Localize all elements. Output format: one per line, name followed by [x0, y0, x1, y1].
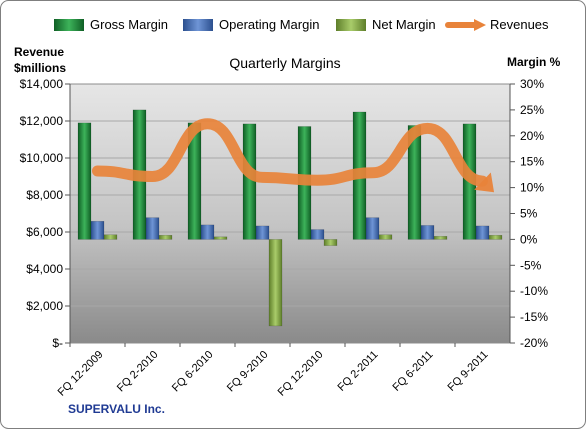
bar-net-margin	[433, 236, 448, 240]
left-tick-label: $10,000	[20, 151, 64, 165]
right-tick-label: 30%	[520, 77, 544, 91]
bar-net-margin	[158, 235, 173, 240]
bar-net-margin	[103, 234, 118, 240]
legend-label-gross-margin: Gross Margin	[90, 17, 168, 32]
left-tick-label: $14,000	[20, 77, 64, 91]
left-axis-title-line1: Revenue	[14, 45, 64, 59]
chart-title: Quarterly Margins	[229, 55, 340, 71]
right-tick-label: 15%	[520, 155, 544, 169]
bar-operating-margin	[310, 229, 325, 240]
bar-net-margin	[488, 235, 503, 240]
legend-item-gross-margin: Gross Margin	[54, 17, 168, 32]
bar-operating-margin	[145, 217, 160, 240]
right-tick-label: 5%	[520, 207, 538, 221]
right-tick-label: -20%	[520, 336, 548, 350]
bar-operating-margin	[420, 225, 435, 240]
bar-net-margin	[213, 236, 228, 240]
bar-gross-margin	[242, 123, 257, 240]
left-tick-label: $12,000	[20, 114, 64, 128]
legend-item-revenues: Revenues	[445, 17, 549, 32]
right-axis-title: Margin %	[507, 55, 561, 69]
legend-swatch-gross-margin	[54, 19, 84, 31]
revenues-arrow-head	[474, 172, 495, 193]
left-tick-label: $2,000	[26, 299, 63, 313]
right-tick-label: -15%	[520, 310, 548, 324]
bar-operating-margin	[255, 225, 270, 240]
legend-item-net-margin: Net Margin	[336, 17, 436, 32]
bar-net-margin	[268, 239, 283, 327]
bars	[77, 109, 503, 327]
bar-net-margin	[378, 234, 393, 240]
right-tick-label: 10%	[520, 181, 544, 195]
bar-gross-margin	[407, 125, 422, 240]
right-tick-label: -10%	[520, 284, 548, 298]
right-axis: -20% -15% -10% -5% 0% 5% 10% 15% 20% 25% 30%	[509, 77, 548, 350]
legend-label-net-margin: Net Margin	[372, 17, 436, 32]
legend-swatch-operating-margin	[183, 19, 213, 31]
revenues-line	[92, 118, 495, 193]
right-tick-label: -5%	[520, 258, 542, 272]
bar-gross-margin	[77, 122, 92, 240]
legend-label-operating-margin: Operating Margin	[219, 17, 319, 32]
legend-swatch-net-margin	[336, 19, 366, 31]
left-tick-label: $-	[52, 336, 63, 350]
left-axis: $- $2,000 $4,000 $6,000 $8,000 $10,000 $12,000…	[20, 77, 71, 350]
legend-label-revenues: Revenues	[490, 17, 549, 32]
legend: Gross Margin Operating Margin Net Margin…	[54, 17, 549, 32]
right-tick-label: 25%	[520, 103, 544, 117]
left-tick-label: $4,000	[26, 262, 63, 276]
bar-net-margin	[323, 239, 338, 246]
right-tick-label: 0%	[520, 232, 538, 246]
bar-operating-margin	[475, 225, 490, 240]
legend-item-operating-margin: Operating Margin	[183, 17, 319, 32]
revenues-line-path	[92, 118, 488, 187]
left-tick-label: $6,000	[26, 225, 63, 239]
bar-operating-margin	[200, 224, 215, 240]
bar-operating-margin	[90, 221, 105, 240]
right-tick-label: 20%	[520, 129, 544, 143]
company-label: SUPERVALU Inc.	[68, 402, 165, 416]
left-axis-title-line2: $millions	[14, 61, 66, 75]
bar-operating-margin	[365, 217, 380, 240]
left-tick-label: $8,000	[26, 188, 63, 202]
